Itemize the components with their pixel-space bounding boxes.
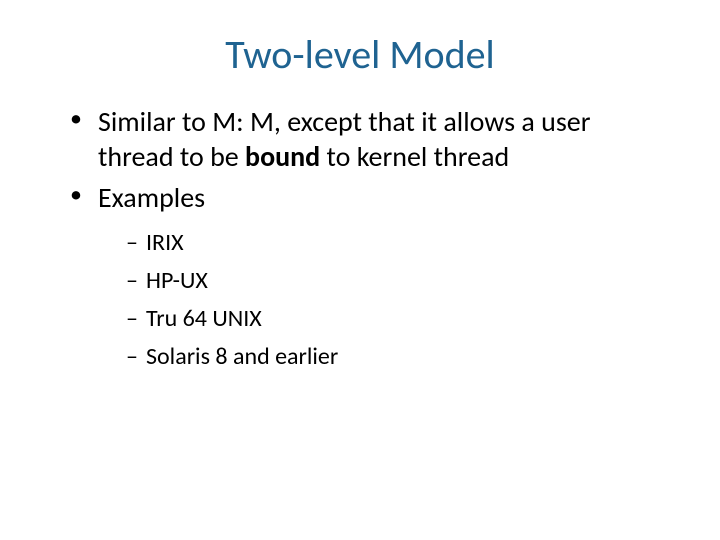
- bullet-text-post: to kernel thread: [320, 139, 509, 174]
- sub-bullet-item: IRIX: [126, 225, 670, 261]
- sub-bullet-item: Tru 64 UNIX: [126, 301, 670, 337]
- sub-bullet-list: IRIX HP-UX Tru 64 UNIX Solaris 8 and ear…: [126, 225, 670, 375]
- bullet-item: Similar to M: M, except that it allows a…: [70, 104, 670, 174]
- sub-bullet-text: Tru 64 UNIX: [146, 304, 262, 333]
- bullet-list: Similar to M: M, except that it allows a…: [70, 104, 670, 375]
- sub-bullet-text: HP-UX: [146, 266, 208, 295]
- sub-bullet-text: Solaris 8 and earlier: [146, 342, 338, 371]
- slide: Two-level Model Similar to M: M, except …: [0, 0, 720, 540]
- sub-bullet-item: Solaris 8 and earlier: [126, 339, 670, 375]
- bullet-text-bold: bound: [245, 139, 320, 174]
- bullet-item: Examples IRIX HP-UX Tru 64 UNIX Solaris …: [70, 180, 670, 375]
- bullet-text-pre: Examples: [98, 180, 205, 215]
- slide-title: Two-level Model: [50, 30, 670, 79]
- sub-bullet-text: IRIX: [146, 228, 184, 257]
- sub-bullet-item: HP-UX: [126, 263, 670, 299]
